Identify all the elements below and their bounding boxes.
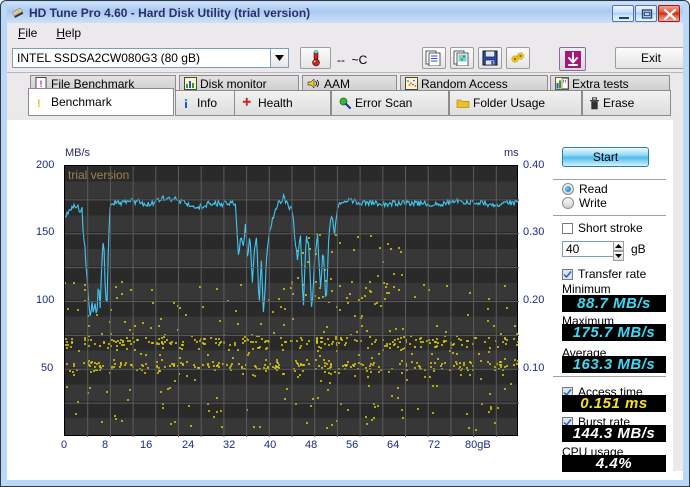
svg-text:!: ! (37, 98, 41, 109)
